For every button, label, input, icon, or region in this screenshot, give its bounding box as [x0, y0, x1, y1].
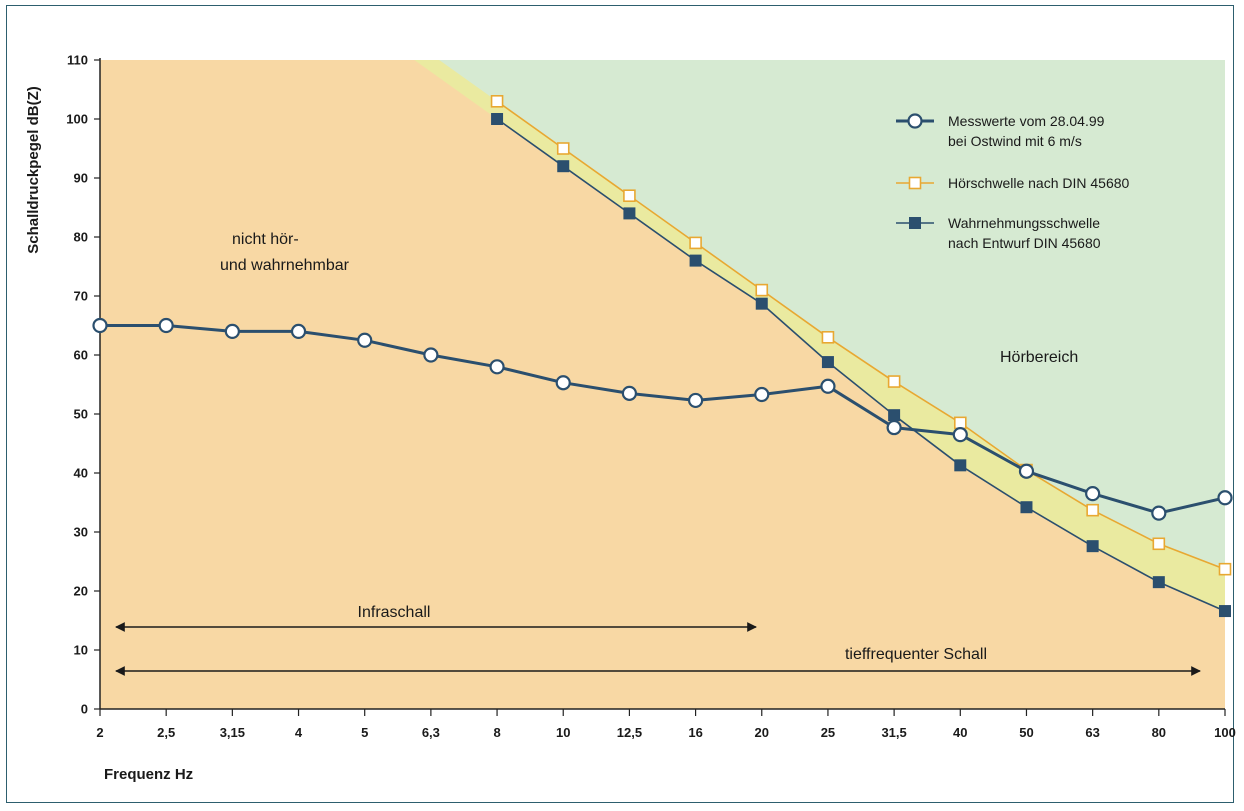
messwerte-series-point: [1018, 463, 1035, 479]
legend-wahrnehmung-series-point: [909, 217, 921, 229]
legend-hoerschwelle-series-label: Hörschwelle nach DIN 45680: [948, 175, 1130, 191]
y-tick-label: 20: [74, 584, 88, 599]
x-tick-label: 80: [1152, 725, 1166, 740]
hoerschwelle-series-line: [496, 100, 1226, 570]
wahrnehmung-series-point: [623, 207, 636, 220]
x-tick-label: 2: [96, 725, 103, 740]
wahrnehmung-series-point: [1152, 576, 1165, 589]
wahrnehmung-series-point: [689, 254, 702, 267]
y-tick-label: 80: [74, 230, 88, 245]
y-tick-label: 30: [74, 525, 88, 540]
y-tick-label: 10: [74, 643, 88, 658]
y-tick-label: 70: [74, 289, 88, 304]
x-tick-label: 63: [1085, 725, 1099, 740]
hoerschwelle-series-point: [1218, 562, 1232, 576]
legend-wahrnehmung-series-label: nach Entwurf DIN 45680: [948, 235, 1101, 251]
messwerte-series-point: [687, 392, 704, 409]
wahrnehmung-series-point: [954, 459, 967, 472]
y-tick-label: 60: [74, 348, 88, 363]
messwerte-series-point: [754, 386, 770, 403]
hoerschwelle-series-point: [1152, 537, 1166, 551]
hoerschwelle-series-point: [755, 283, 769, 297]
legend-hoerschwelle-series-point: [908, 176, 922, 190]
region-not-audible-label-line2: und wahrnehmbar: [220, 257, 350, 274]
x-tick-label: 16: [688, 725, 702, 740]
y-tick-label: 50: [74, 407, 88, 422]
y-tick-label: 100: [66, 112, 88, 127]
wahrnehmung-series-line: [496, 118, 1226, 612]
tieffrequent-label: tieffrequenter Schall: [845, 646, 987, 663]
x-tick-label: 31,5: [881, 725, 906, 740]
wahrnehmung-series-point: [821, 356, 834, 369]
messwerte-series-point: [423, 347, 439, 363]
hoerschwelle-series-point: [821, 330, 835, 344]
messwerte-series-point: [158, 317, 174, 334]
x-tick-label: 25: [821, 725, 835, 740]
messwerte-series-point: [555, 375, 571, 391]
y-axis-title: Schalldruckpegel dB(Z): [25, 86, 42, 254]
messwerte-series-point: [489, 359, 505, 375]
region-audible-fill: [439, 60, 1225, 570]
y-tick-label: 40: [74, 466, 88, 481]
x-tick-label: 10: [556, 725, 570, 740]
x-tick-label: 3,15: [220, 725, 245, 740]
legend-messwerte-series-label: Messwerte vom 28.04.99: [948, 113, 1105, 129]
x-tick-label: 2,5: [157, 725, 175, 740]
hoerschwelle-series-point: [556, 142, 570, 155]
messwerte-series-point: [1085, 486, 1101, 502]
x-tick-label: 50: [1019, 725, 1033, 740]
hoerschwelle-series-point: [689, 236, 702, 250]
infraschall-label: Infraschall: [358, 604, 431, 621]
wahrnehmung-series-point: [1020, 501, 1033, 514]
messwerte-series-point: [621, 385, 638, 401]
x-tick-label: 12,5: [617, 725, 642, 740]
messwerte-series-point: [92, 317, 108, 334]
legend-messwerte-series-point: [907, 113, 923, 129]
region-audible-label: Hörbereich: [1000, 349, 1078, 366]
wahrnehmung-series-point: [491, 113, 504, 125]
hoerschwelle-series-point: [1086, 503, 1099, 517]
wahrnehmung-series-point: [557, 160, 570, 173]
hoerschwelle-series-point: [623, 189, 636, 202]
x-tick-label: 6,3: [422, 725, 440, 740]
x-tick-label: 20: [755, 725, 769, 740]
wahrnehmung-series-point: [755, 297, 768, 310]
messwerte-series-point: [952, 427, 968, 443]
hoerschwelle-series-point: [887, 375, 901, 388]
x-tick-label: 100: [1214, 725, 1236, 740]
legend-wahrnehmung-series-label: Wahrnehmungsschwelle: [948, 215, 1100, 231]
wahrnehmung-series-point: [1219, 605, 1231, 618]
x-tick-label: 4: [295, 725, 303, 740]
hoerschwelle-series-point: [490, 95, 504, 108]
messwerte-series-point: [290, 323, 307, 339]
messwerte-series-point: [1217, 490, 1233, 506]
x-tick-label: 5: [361, 725, 368, 740]
x-axis-title: Frequenz Hz: [104, 766, 193, 783]
x-tick-label: 40: [953, 725, 967, 740]
wahrnehmung-series-point: [888, 409, 901, 422]
wahrnehmung-series-point: [1086, 540, 1099, 553]
y-tick-label: 0: [81, 702, 88, 717]
messwerte-series-point: [1151, 505, 1167, 521]
y-tick-label: 110: [67, 53, 88, 68]
x-tick-label: 8: [493, 725, 500, 740]
messwerte-series-point: [357, 332, 373, 348]
legend-messwerte-series-label: bei Ostwind mit 6 m/s: [948, 133, 1082, 149]
messwerte-series-point: [886, 419, 902, 436]
region-not-audible-label-line1: nicht hör-: [232, 231, 299, 248]
messwerte-series-line: [100, 324, 1226, 515]
hoerschwelle-series-point: [953, 416, 967, 430]
messwerte-series-point: [820, 378, 836, 394]
y-tick-label: 90: [74, 171, 88, 186]
messwerte-series-point: [224, 323, 240, 339]
